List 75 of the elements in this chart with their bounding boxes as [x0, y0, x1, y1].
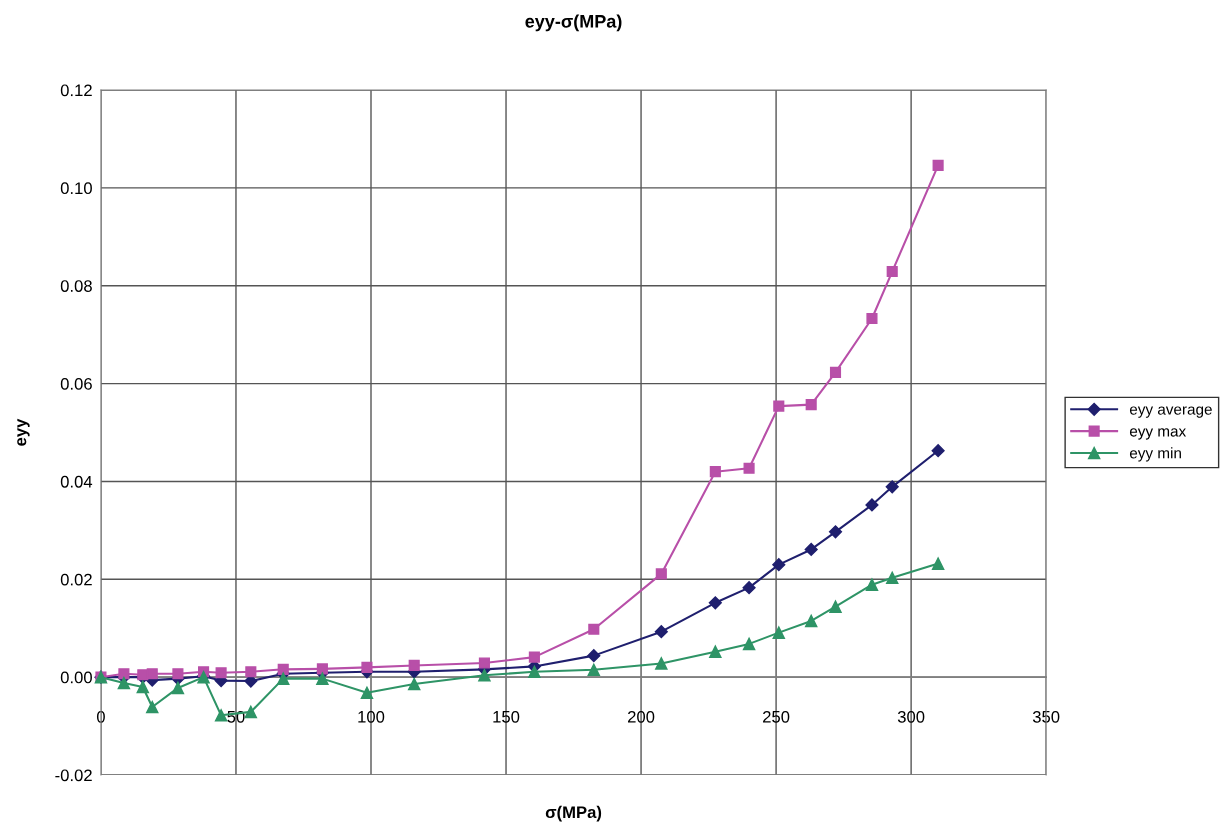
point — [866, 312, 878, 325]
point — [885, 571, 899, 585]
point — [528, 651, 540, 663]
point — [118, 668, 130, 680]
x-tick-label: 300 — [897, 710, 925, 723]
point — [528, 665, 541, 679]
point — [772, 626, 786, 639]
y-tick-label: 0.10 — [60, 182, 92, 195]
point — [360, 686, 374, 700]
point — [654, 625, 668, 639]
point — [865, 578, 879, 591]
point — [136, 680, 150, 694]
point — [117, 676, 131, 690]
point — [931, 557, 945, 570]
x-tick-label: 200 — [628, 710, 655, 723]
point — [742, 581, 756, 595]
point — [215, 667, 227, 679]
point — [587, 663, 601, 677]
legend-label: eyy min — [1129, 447, 1181, 462]
x-tick-label: 150 — [493, 710, 520, 723]
point — [587, 649, 601, 663]
point — [708, 596, 722, 610]
y-tick-label: 0.00 — [60, 671, 92, 684]
point — [478, 657, 490, 669]
y-tick-label: 0.12 — [60, 84, 92, 97]
point — [655, 568, 667, 580]
x-tick-label: 350 — [1032, 710, 1060, 723]
point — [804, 614, 818, 628]
point — [804, 542, 818, 557]
point — [829, 366, 842, 378]
y-tick-label: 0.06 — [60, 378, 92, 390]
legend-label: eyy max — [1129, 428, 1187, 440]
y-tick-label: 0.08 — [60, 280, 92, 292]
y-tick-label: 0.04 — [60, 475, 93, 488]
point — [277, 663, 289, 675]
point — [885, 480, 899, 494]
point — [407, 677, 421, 691]
point — [709, 466, 721, 478]
point — [478, 668, 491, 682]
y-tick-label: -0.02 — [55, 769, 92, 782]
x-axis-title: σ(MPa) — [545, 805, 602, 822]
point — [828, 525, 843, 539]
point — [316, 672, 329, 685]
point — [137, 669, 149, 681]
point — [805, 399, 817, 411]
point — [316, 663, 328, 675]
point — [886, 266, 898, 278]
point — [361, 661, 373, 673]
point — [276, 672, 290, 685]
point — [709, 645, 722, 658]
chart-title: eyy-σ(MPa) — [525, 14, 622, 32]
point — [171, 681, 185, 695]
point — [932, 159, 944, 171]
point — [245, 666, 257, 678]
point — [408, 659, 420, 671]
point — [773, 400, 785, 412]
point — [772, 558, 786, 572]
point — [743, 462, 755, 474]
y-axis-title: eyy — [17, 418, 30, 446]
point — [865, 498, 879, 512]
legend-label: eyy average — [1129, 406, 1212, 418]
point — [742, 637, 756, 651]
point — [931, 444, 945, 458]
point — [244, 705, 258, 719]
point — [146, 668, 158, 680]
point — [588, 623, 600, 635]
x-tick-label: 250 — [763, 710, 790, 723]
point — [655, 657, 668, 670]
point — [829, 600, 842, 613]
point — [146, 700, 159, 714]
x-tick-label: 0 — [96, 710, 105, 723]
point — [214, 709, 228, 722]
point — [172, 668, 184, 680]
y-tick-label: 0.02 — [60, 573, 92, 586]
x-tick-label: 100 — [358, 710, 385, 723]
